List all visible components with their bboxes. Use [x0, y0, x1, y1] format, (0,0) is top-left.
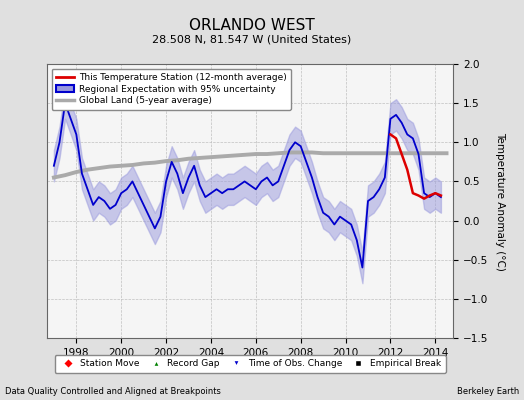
Y-axis label: Temperature Anomaly (°C): Temperature Anomaly (°C): [495, 132, 505, 270]
Text: 28.508 N, 81.547 W (United States): 28.508 N, 81.547 W (United States): [152, 34, 351, 44]
Text: ORLANDO WEST: ORLANDO WEST: [189, 18, 314, 33]
Legend: Station Move, Record Gap, Time of Obs. Change, Empirical Break: Station Move, Record Gap, Time of Obs. C…: [54, 355, 446, 373]
Legend: This Temperature Station (12-month average), Regional Expectation with 95% uncer: This Temperature Station (12-month avera…: [52, 68, 291, 110]
Text: Data Quality Controlled and Aligned at Breakpoints: Data Quality Controlled and Aligned at B…: [5, 387, 221, 396]
Text: Berkeley Earth: Berkeley Earth: [456, 387, 519, 396]
